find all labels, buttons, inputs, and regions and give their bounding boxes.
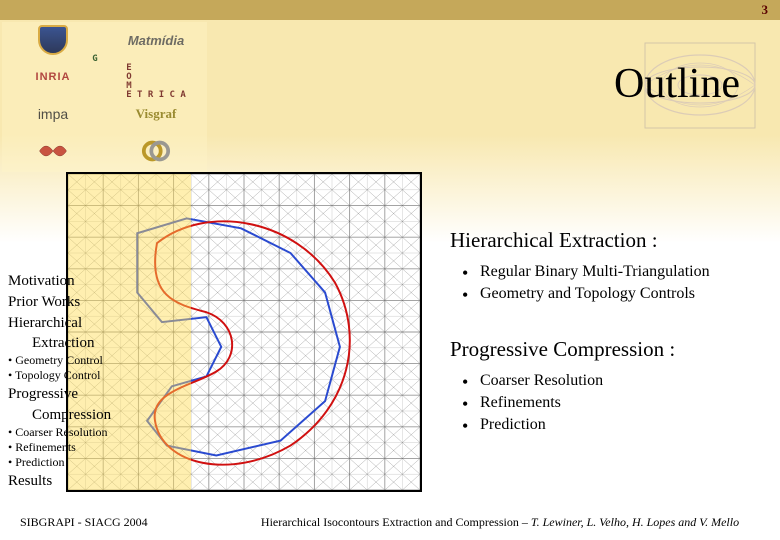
sidebar-outline: Motivation Prior Works HierarchicalExtract… [8, 270, 198, 490]
sidebar-item: Hierarchical [8, 314, 198, 333]
sidebar-item: Progressive [8, 385, 198, 404]
logos-region: Matmídia INRIA GEOME T R I C A impa Visg… [2, 22, 207, 172]
sidebar-item: Prior Works [8, 293, 198, 312]
slide: 3 Outline Matmídia INRIA GEOME T R I C A… [0, 0, 780, 540]
footer-authors: T. Lewiner, L. Velho, H. Lopes and V. Me… [531, 515, 739, 529]
sidebar-item: Extraction [8, 334, 198, 353]
logo-shield-icon [2, 22, 104, 58]
footer-left: SIBGRAPI - SIACG 2004 [20, 515, 148, 530]
page-number: 3 [762, 2, 769, 18]
bullet-item: Refinements [462, 394, 770, 412]
section2-bullets: Coarser Resolution Refinements Prediction [450, 372, 770, 434]
sidebar-item: • Geometry Control [8, 353, 198, 368]
footer-prefix: Hierarchical Isocontours Extraction and … [261, 515, 531, 529]
page-title: Outline [614, 60, 740, 108]
logo-twist-icon [2, 133, 104, 169]
bullet-item: Regular Binary Multi-Triangulation [462, 263, 770, 281]
section2-heading: Progressive Compression : [450, 337, 770, 362]
top-band: 3 [0, 0, 780, 20]
bullet-item: Prediction [462, 416, 770, 434]
footer-right: Hierarchical Isocontours Extraction and … [230, 515, 770, 530]
bullet-item: Geometry and Topology Controls [462, 285, 770, 303]
sidebar-item: • Topology Control [8, 368, 198, 383]
sidebar-item: • Refinements [8, 440, 198, 455]
logo-inria: INRIA [2, 59, 104, 95]
logo-visgraf: Visgraf [105, 96, 207, 132]
sidebar-item: Results [8, 472, 198, 491]
logo-rings-icon [105, 133, 207, 169]
bullet-item: Coarser Resolution [462, 372, 770, 390]
sidebar-item: • Prediction [8, 455, 198, 470]
section1-bullets: Regular Binary Multi-Triangulation Geomet… [450, 263, 770, 303]
sidebar-item: Motivation [8, 272, 198, 291]
logo-matmidia: Matmídia [105, 22, 207, 58]
logo-geometrica: GEOME T R I C A [105, 59, 207, 95]
sidebar-item: • Coarser Resolution [8, 425, 198, 440]
content-region: Hierarchical Extraction : Regular Binary… [450, 210, 770, 438]
section1-heading: Hierarchical Extraction : [450, 228, 770, 253]
logo-impa: impa [2, 96, 104, 132]
sidebar-item: Compression [8, 406, 198, 425]
